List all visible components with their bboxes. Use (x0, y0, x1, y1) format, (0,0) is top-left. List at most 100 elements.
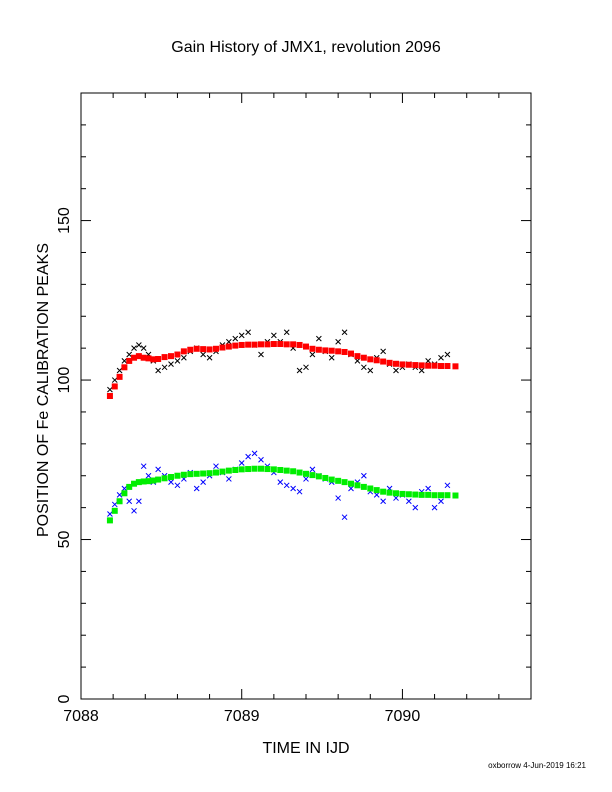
series-1-point (315, 346, 322, 353)
series-2-point (290, 485, 296, 492)
series-3-point (187, 471, 194, 478)
series-3-point (140, 478, 147, 485)
series-1-point (174, 351, 181, 358)
data-markers (106, 329, 459, 524)
series-0-point (309, 351, 316, 358)
series-1-point (444, 363, 451, 370)
series-1-point (140, 354, 147, 361)
series-0-point (341, 329, 348, 336)
series-3-point (438, 492, 444, 499)
chart-title: Gain History of JMX1, revolution 2096 (171, 39, 441, 56)
series-2-point (438, 498, 444, 505)
series-3-point (238, 466, 245, 473)
series-3-point (264, 466, 271, 473)
series-0-point (168, 361, 174, 367)
series-3-point (225, 467, 232, 474)
series-1-point (438, 363, 444, 370)
series-2-point (431, 504, 438, 511)
series-1-point (328, 347, 335, 354)
series-0-point (174, 358, 181, 364)
series-1-point (270, 341, 277, 348)
y-axis-label: POSITION OF Fe CALIBRATION PEAKS (35, 243, 52, 537)
series-2-point (251, 450, 258, 457)
series-3-point (309, 472, 316, 479)
series-2-point (444, 482, 451, 489)
series-2-point (277, 479, 284, 485)
series-3-point (245, 466, 252, 473)
series-3-point (405, 491, 412, 498)
series-0-point (418, 367, 425, 374)
series-3-point (348, 480, 354, 487)
series-0-point (140, 345, 147, 352)
series-3-point (161, 475, 168, 482)
series-2-point (131, 507, 137, 514)
series-3-point (135, 479, 142, 486)
series-3-point (126, 483, 133, 490)
series-0-point (425, 358, 431, 364)
series-1-point (111, 383, 118, 390)
series-1-point (161, 354, 168, 361)
series-3-point (270, 466, 277, 473)
series-3-point (168, 474, 174, 481)
series-2-point (155, 466, 161, 473)
y-tick-label: 50 (56, 531, 73, 549)
series-1-point (335, 348, 342, 355)
series-1-point (354, 353, 361, 360)
series-3-point (232, 466, 239, 473)
series-3-point (399, 490, 406, 497)
series-0-point (271, 332, 277, 339)
series-0-point (245, 329, 251, 336)
series-1-point (393, 360, 399, 367)
series-2-point (213, 463, 219, 470)
series-1-point (206, 346, 213, 353)
x-axis-label: TIME IN IJD (262, 740, 349, 757)
series-1-point (373, 357, 380, 364)
x-tick-label: 7090 (385, 708, 421, 725)
series-2-point (238, 460, 245, 466)
series-2-point (425, 485, 431, 492)
series-2-point (303, 476, 309, 482)
series-1-point (425, 362, 432, 369)
series-1-point (405, 361, 412, 368)
series-1-point (106, 393, 113, 399)
series-3-point (116, 498, 123, 505)
series-1-point (251, 341, 258, 348)
series-3-point (373, 487, 380, 494)
series-0-point (361, 364, 367, 371)
series-3-point (444, 492, 451, 499)
series-1-point (193, 345, 200, 352)
series-0-point (121, 358, 128, 364)
series-3-point (174, 472, 181, 479)
series-1-point (412, 362, 419, 369)
series-2-point (107, 511, 113, 517)
series-3-point (219, 468, 226, 475)
series-3-point (386, 489, 393, 496)
series-2-point (116, 492, 123, 498)
series-0-point (303, 364, 309, 371)
series-1-point (258, 341, 264, 348)
series-0-point (367, 367, 374, 374)
series-3-point (200, 470, 207, 477)
series-0-point (161, 364, 168, 371)
series-1-point (225, 343, 232, 350)
series-3-point (335, 477, 342, 484)
series-1-point (360, 354, 367, 361)
series-3-point (380, 488, 387, 495)
series-1-point (200, 346, 207, 353)
series-2-point (361, 472, 367, 479)
series-0-point (126, 351, 133, 358)
series-2-point (226, 476, 232, 482)
series-2-point (341, 514, 348, 521)
series-3-point (425, 491, 432, 498)
series-2-point (296, 488, 303, 495)
series-2-point (111, 501, 118, 508)
plot-frame (80, 92, 532, 700)
axis-ticks (80, 92, 532, 700)
series-2-point (335, 495, 341, 501)
series-3-point (360, 483, 367, 490)
series-0-point (328, 354, 335, 361)
axis-tick-labels: 7088 7089 7090 0 50 100 150 (56, 207, 420, 725)
series-3-point (251, 465, 258, 472)
series-1-point (322, 347, 329, 354)
